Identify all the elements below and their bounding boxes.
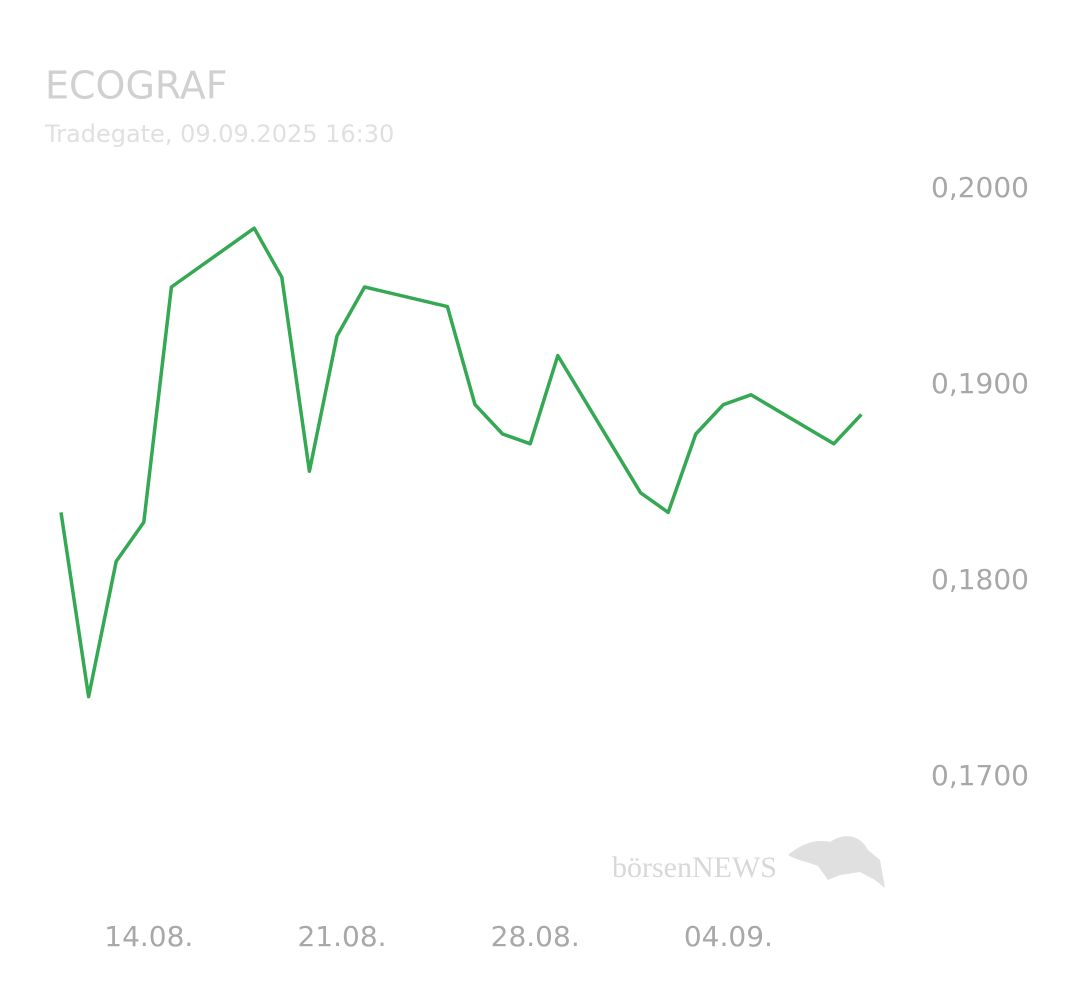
x-tick-label: 14.08. (104, 920, 193, 953)
y-tick-label: 0,2000 (931, 171, 1029, 204)
chart-subtitle: Tradegate, 09.09.2025 16:30 (44, 120, 394, 148)
x-tick-label: 21.08. (297, 920, 386, 953)
x-tick-label: 04.09. (684, 920, 773, 953)
watermark-text: börsenNEWS (612, 851, 777, 884)
y-tick-label: 0,1900 (931, 367, 1029, 400)
y-tick-label: 0,1700 (931, 759, 1029, 792)
price-line (59, 226, 863, 699)
chart-title: ECOGRAF (45, 64, 228, 108)
bull-icon (788, 836, 885, 888)
watermark: börsenNEWS (612, 836, 885, 888)
x-tick-label: 28.08. (491, 920, 580, 953)
y-tick-label: 0,1800 (931, 563, 1029, 596)
